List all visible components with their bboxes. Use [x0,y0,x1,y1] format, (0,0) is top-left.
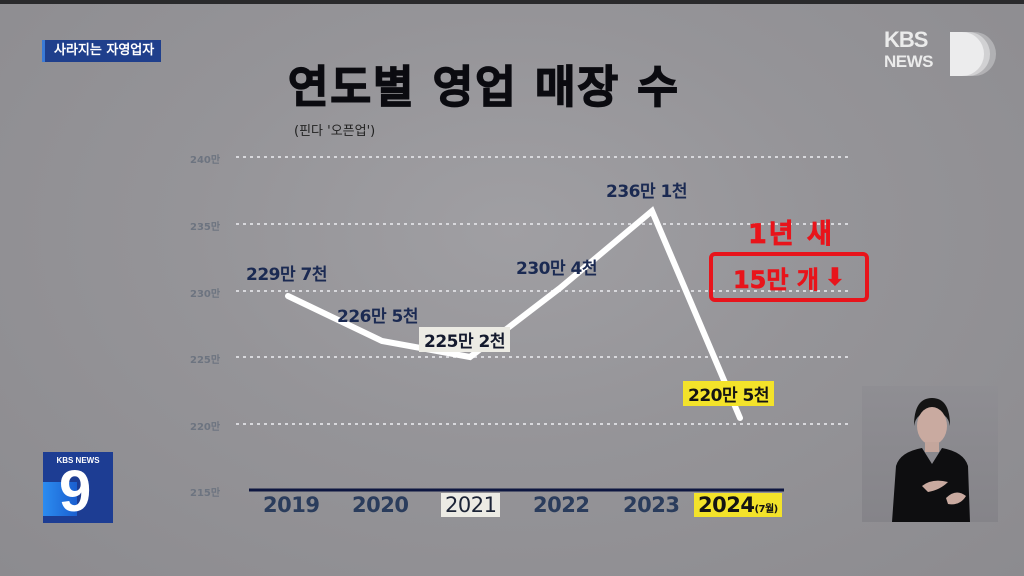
x-label-2024-year: 2024 [698,493,755,517]
news9-number: 9 [59,459,92,524]
top-border [0,0,1024,4]
down-arrow-icon: ⬇ [824,263,846,292]
y-tick-215: 215만 [190,488,221,499]
x-label-2023: 2023 [623,493,680,517]
news9-header: KBS NEWS [56,456,100,465]
kbs-d-icon [950,32,996,76]
sign-language-interpreter-video [862,386,998,522]
kbs-news9-logo: KBS NEWS 9 [43,452,113,523]
data-line [285,206,743,421]
callout-box: 15만 개 ⬇ [709,252,869,302]
y-tick-220: 220만 [190,422,221,433]
data-label-2021: 225만 2천 [419,327,511,352]
data-label-2024: 220만 5천 [683,381,775,406]
logo-line2: NEWS [884,52,934,71]
data-label-2022: 230만 4천 [516,259,598,279]
x-label-2022: 2022 [533,493,590,517]
source-note: (핀다 '오픈업') [294,124,376,139]
callout-text: 15만 개 [732,265,820,294]
interpreter-figure-icon [892,398,970,522]
callout-headline: 1년 새 [748,219,834,251]
topic-tag: 사라지는 자영업자 [42,40,162,62]
data-label-2019: 229만 7천 [246,265,328,285]
y-tick-230: 230만 [190,289,221,300]
x-label-2024-suffix: (7월) [754,504,778,515]
data-label-2020: 226만 5천 [337,307,419,327]
kbs-news-logo: KBS NEWS [884,27,996,78]
y-tick-235: 235만 [190,222,221,233]
y-tick-225: 225만 [190,355,221,366]
x-label-2024: 2024(7월) [694,493,782,517]
gridlines [236,156,850,425]
logo-accent-band [43,482,77,516]
chart-title: 연도별 영업 매장 수 [287,61,680,114]
x-label-2020: 2020 [352,493,409,517]
y-tick-240: 240만 [190,155,221,166]
logo-line1: KBS [884,27,928,52]
x-label-2021: 2021 [441,493,501,517]
x-label-2019: 2019 [263,493,320,517]
data-label-2023: 236만 1천 [606,182,688,202]
